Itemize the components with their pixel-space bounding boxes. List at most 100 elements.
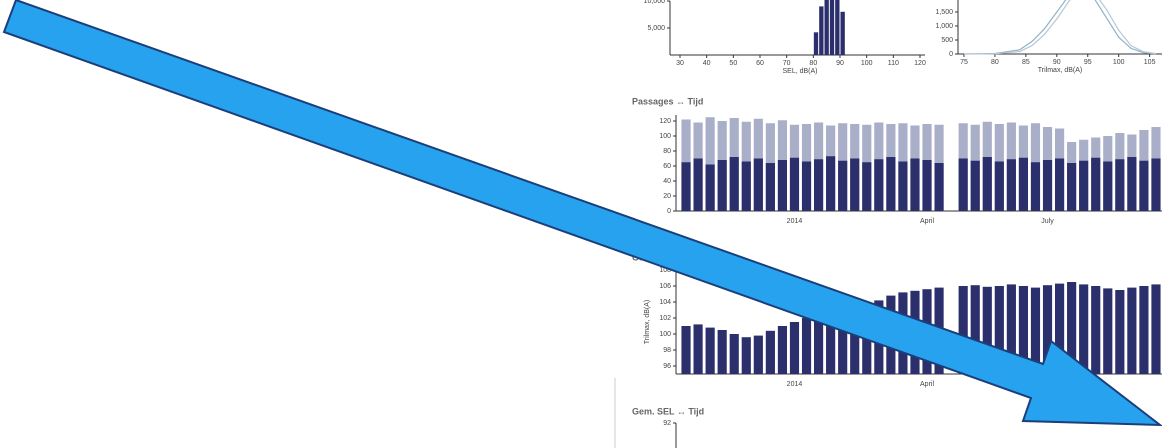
y-tick-label: 96 (663, 363, 671, 370)
bar (1127, 157, 1137, 211)
bar (801, 161, 812, 211)
bar (1030, 162, 1041, 211)
y-tick-label: 100 (659, 133, 671, 140)
bar (693, 158, 703, 211)
arrow-annotation (2, 0, 1162, 427)
y-tick-label: 1,500 (935, 9, 953, 16)
bar (850, 310, 860, 374)
bar (813, 315, 824, 374)
x-tick-label: 75 (960, 59, 968, 66)
bar (958, 286, 968, 374)
bar (813, 159, 824, 211)
bar (777, 160, 788, 211)
histogram-bar (813, 32, 819, 55)
bar (1042, 160, 1053, 211)
bar (826, 156, 836, 211)
x-tick-label: 85 (1022, 59, 1030, 66)
bar (982, 286, 992, 374)
x-tick-label: 110 (888, 60, 899, 67)
y-tick-label: 5,000 (647, 25, 665, 32)
x-tick-label: April (920, 381, 934, 388)
bar (1151, 284, 1161, 374)
bar (1079, 160, 1089, 211)
bar (1115, 159, 1125, 211)
bar (1103, 288, 1113, 374)
bar (681, 326, 691, 374)
x-tick-label: 30 (676, 60, 684, 67)
density-line (963, 0, 1156, 55)
bar (741, 337, 751, 374)
x-tick-label: 90 (836, 60, 844, 67)
bar (838, 311, 848, 374)
x-tick-label: 100 (861, 60, 873, 67)
bar (1054, 158, 1065, 211)
x-tick-label: 80 (991, 59, 999, 66)
bar (765, 163, 775, 211)
bar (1054, 283, 1065, 374)
bar (789, 157, 800, 211)
bar (705, 327, 715, 374)
bar (958, 158, 968, 211)
bar (994, 286, 1004, 374)
bar (1067, 282, 1077, 374)
chart-title: Passages ↔ Tijd (632, 96, 703, 106)
y-tick-label: 100 (659, 331, 671, 338)
bar (922, 160, 932, 211)
x-tick-label: April (920, 218, 934, 225)
x-tick-label: 2014 (787, 381, 803, 388)
y-tick-label: 120 (659, 118, 671, 125)
charts: 5,000 10,000 30 40 50 60 70 80 90 100 110 120 SEL, d… (632, 0, 1162, 448)
y-tick-label: 20 (663, 193, 671, 200)
bar (886, 157, 896, 211)
x-tick-label: 60 (756, 60, 764, 67)
y-tick-label: 1,000 (935, 23, 953, 30)
bar (1115, 290, 1125, 374)
bar (982, 157, 992, 211)
y-axis-label: Trilmax, dB(A) (644, 300, 651, 344)
bar (753, 335, 763, 374)
bar (1151, 158, 1161, 211)
bar (1030, 287, 1041, 374)
bar (1139, 160, 1149, 211)
x-axis-label: SEL, dB(A) (782, 68, 817, 75)
bar (1006, 159, 1016, 211)
x-tick-label: 95 (1084, 59, 1092, 66)
bar (994, 161, 1004, 211)
bar (1018, 286, 1029, 374)
bar (1079, 284, 1089, 374)
histogram-bar (819, 6, 824, 55)
bar (1067, 163, 1077, 211)
bar (777, 326, 788, 374)
x-tick-label: 105 (1144, 59, 1156, 66)
bar (970, 285, 980, 374)
x-tick-label: 2014 (787, 218, 803, 225)
bar (1127, 287, 1137, 374)
bar (826, 314, 836, 374)
histogram-bar (840, 11, 845, 56)
y-tick-label: 10,000 (644, 0, 666, 5)
bar (1042, 285, 1053, 374)
x-tick-label: 80 (809, 60, 817, 67)
bar (970, 160, 980, 211)
bar (705, 164, 715, 211)
x-tick-label: July (1041, 218, 1054, 225)
y-tick-label: 98 (663, 347, 671, 354)
y-tick-label: 92 (663, 420, 671, 427)
histogram-bar (835, 0, 840, 55)
bar (838, 160, 848, 211)
histogram-bar (829, 0, 835, 56)
bar (693, 324, 703, 374)
bar (717, 330, 727, 374)
bar (1091, 286, 1101, 374)
x-tick-label: 100 (1113, 59, 1125, 66)
y-tick-label: 60 (663, 163, 671, 170)
bar (910, 158, 920, 211)
bar (801, 318, 812, 374)
bar (717, 160, 727, 211)
bar (681, 162, 691, 211)
x-tick-label: 90 (1053, 59, 1061, 66)
histogram-bar (824, 0, 829, 55)
bar (729, 334, 739, 374)
y-tick-label: 80 (663, 148, 671, 155)
